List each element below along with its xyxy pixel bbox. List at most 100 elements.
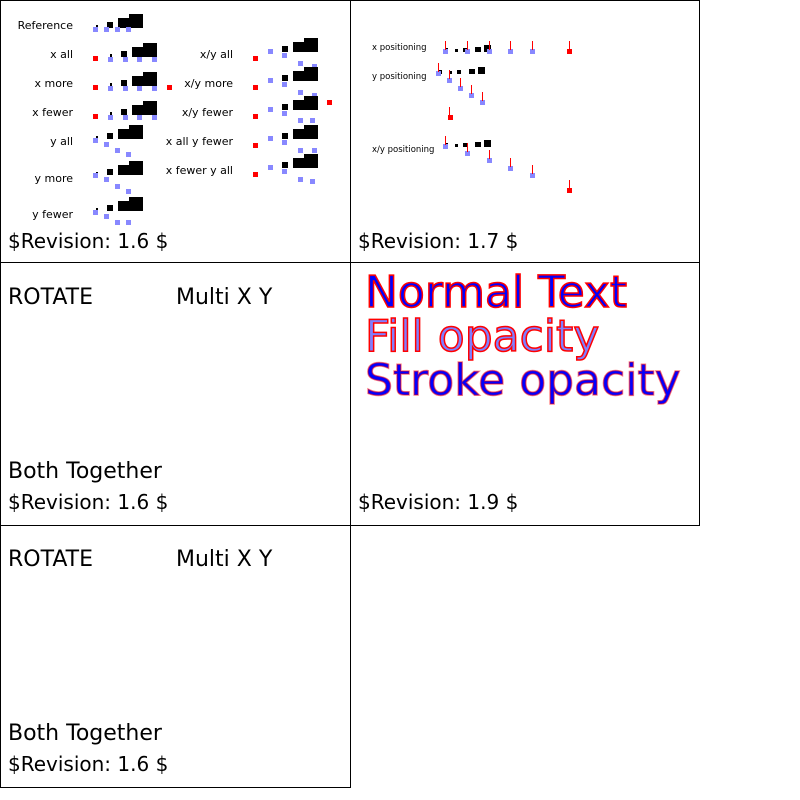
glyph-box — [455, 144, 458, 147]
position-marker — [137, 115, 142, 120]
text-positioning-panel: x positioning y positioning x/y position… — [350, 0, 700, 263]
position-tick — [467, 143, 468, 152]
glyph-box — [484, 45, 491, 52]
glyph-box — [132, 47, 144, 57]
anchor-marker — [253, 85, 258, 90]
position-marker — [108, 57, 113, 62]
position-marker — [298, 61, 303, 66]
rotate-text: ROTATE — [8, 285, 94, 310]
position-marker — [469, 93, 474, 98]
position-marker — [465, 49, 470, 54]
anchor-marker — [253, 114, 258, 119]
glyph-box — [143, 101, 157, 115]
position-marker — [126, 220, 131, 225]
row-label: x more — [34, 77, 74, 90]
glyph-box — [129, 14, 143, 28]
position-marker — [298, 90, 303, 95]
position-marker — [108, 86, 113, 91]
anchor-marker — [167, 85, 172, 90]
position-marker — [104, 27, 109, 32]
glyph-box — [282, 162, 288, 168]
glyph-box — [449, 71, 452, 74]
position-tick — [489, 150, 490, 159]
position-tick — [532, 41, 533, 50]
glyph-box — [293, 42, 305, 52]
glyph-box — [469, 69, 475, 74]
position-tick — [569, 180, 570, 189]
position-marker — [268, 78, 273, 83]
position-marker — [108, 115, 113, 120]
glyph-box — [293, 158, 305, 168]
position-marker — [104, 214, 109, 219]
revision-text: $Revision: 1.6 $ — [8, 752, 169, 776]
row-label: x all — [50, 48, 73, 61]
glyph-box — [110, 54, 112, 57]
row-label: x/y fewer — [181, 106, 233, 119]
position-marker — [480, 100, 485, 105]
normal-text: Normal Text — [365, 267, 627, 318]
position-marker — [115, 27, 120, 32]
anchor-marker — [93, 85, 98, 90]
both-together-text: Both Together — [8, 721, 162, 746]
position-tick — [445, 136, 446, 145]
position-tick — [449, 107, 450, 116]
glyph-box — [118, 18, 130, 28]
stroke-opacity-text: Stroke opacity — [365, 355, 681, 406]
row-label: Reference — [17, 19, 73, 32]
glyph-box — [143, 72, 157, 86]
glyph-box — [129, 125, 143, 139]
position-marker — [298, 148, 303, 153]
glyph-box — [475, 47, 481, 52]
multi-xy-text: Multi X Y — [176, 547, 273, 572]
position-tick — [510, 41, 511, 50]
position-marker — [487, 158, 492, 163]
position-marker — [115, 220, 120, 225]
position-marker — [126, 152, 131, 157]
glyph-box — [457, 70, 461, 74]
position-marker — [508, 49, 513, 54]
glyph-box — [478, 67, 485, 74]
row-label: x fewer y all — [165, 164, 233, 177]
row-label: y positioning — [372, 72, 427, 82]
glyph-box — [282, 133, 288, 139]
glyph-box — [118, 165, 130, 175]
position-marker — [447, 78, 452, 83]
both-together-text: Both Together — [8, 459, 162, 484]
position-marker — [312, 93, 317, 98]
position-marker — [137, 86, 142, 91]
position-marker — [126, 189, 131, 194]
glyph-box — [304, 38, 318, 52]
glyph-box — [107, 22, 113, 28]
position-tick — [489, 41, 490, 50]
anchor-marker — [253, 143, 258, 148]
rotate-panel-2: ROTATE Multi X Y Both Together $Revision… — [0, 525, 351, 788]
position-marker — [93, 27, 98, 32]
revision-text: $Revision: 1.9 $ — [358, 490, 519, 514]
position-marker — [126, 27, 131, 32]
anchor-marker — [567, 49, 572, 54]
row-label: x positioning — [372, 43, 427, 53]
position-marker — [465, 151, 470, 156]
glyph-box — [118, 129, 130, 139]
position-marker — [282, 82, 287, 87]
glyph-box — [132, 105, 144, 115]
glyph-box — [107, 205, 113, 211]
opacity-panel: Normal Text Fill opacity Stroke opacity … — [350, 262, 700, 526]
position-marker — [268, 49, 273, 54]
glyph-box — [96, 208, 98, 211]
position-marker — [93, 173, 98, 178]
row-label: y more — [34, 172, 74, 185]
position-marker — [487, 49, 492, 54]
glyph-box — [293, 129, 305, 139]
revision-text: $Revision: 1.6 $ — [8, 490, 169, 514]
glyph-box — [121, 51, 127, 57]
position-tick — [482, 92, 483, 101]
glyph-box — [107, 133, 113, 139]
text-position-test-panel: Reference x all x more x fewer y all y m… — [0, 0, 351, 263]
position-tick — [510, 158, 511, 167]
position-marker — [458, 86, 463, 91]
glyph-box — [121, 109, 127, 115]
position-marker — [298, 177, 303, 182]
glyph-box — [293, 71, 305, 81]
position-marker — [282, 111, 287, 116]
